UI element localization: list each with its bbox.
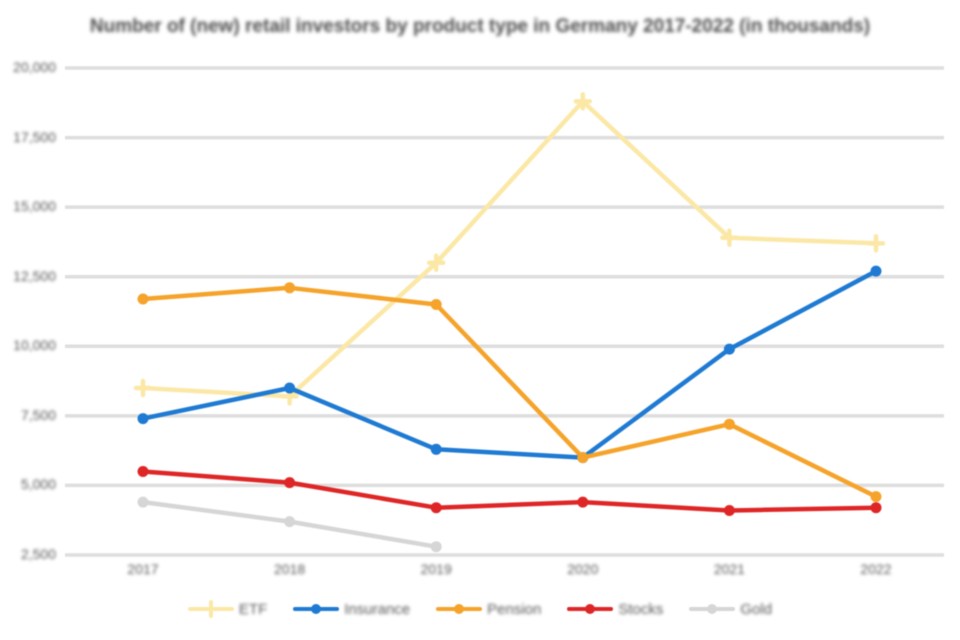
- data-point-pension: [284, 282, 296, 294]
- legend-item-stocks: Stocks: [567, 599, 663, 619]
- y-axis-tick-label: 15,000: [13, 198, 56, 215]
- data-point-gold: [284, 516, 296, 528]
- y-axis-tick-label: 5,000: [20, 476, 56, 493]
- y-axis-tick-label: 10,000: [13, 337, 56, 354]
- data-point-insurance: [870, 265, 882, 277]
- y-axis-tick-label: 12,500: [13, 267, 56, 284]
- x-axis-tick-label: 2017: [127, 561, 159, 577]
- legend-swatch-etf: [187, 600, 234, 618]
- x-axis-tick-label: 2022: [860, 561, 892, 577]
- y-axis-tick-label: 2,500: [20, 546, 56, 562]
- legend-item-etf: ETF: [187, 599, 268, 619]
- data-point-insurance: [284, 382, 296, 394]
- legend: ETF Insurance Pension Stocks Gold: [0, 599, 960, 619]
- series-line-insurance: [140, 268, 879, 460]
- data-point-pension: [577, 452, 589, 464]
- legend-swatch-pension: [436, 604, 483, 614]
- x-axis-tick-label: 2019: [420, 561, 452, 577]
- legend-label-pension: Pension: [487, 600, 542, 618]
- x-axis-tick-label: 2021: [713, 561, 745, 577]
- data-point-stocks: [577, 496, 589, 508]
- legend-label-gold: Gold: [740, 600, 773, 618]
- y-axis-tick-label: 20,000: [13, 59, 56, 75]
- y-axis-tick-label: 7,500: [20, 406, 56, 423]
- data-point-stocks: [137, 466, 149, 477]
- data-point-pension: [723, 418, 735, 430]
- data-point-stocks: [284, 477, 296, 489]
- data-point-stocks: [430, 502, 442, 514]
- legend-item-gold: Gold: [689, 599, 772, 619]
- data-point-pension: [430, 299, 442, 310]
- series-line-pension: [140, 285, 879, 499]
- series-line-etf: [140, 99, 879, 399]
- legend-item-insurance: Insurance: [293, 599, 410, 619]
- data-point-insurance: [137, 413, 149, 425]
- legend-swatch-insurance: [293, 604, 340, 614]
- data-point-pension: [137, 293, 149, 305]
- data-point-stocks: [870, 502, 882, 514]
- x-axis-tick-label: 2020: [567, 561, 599, 577]
- data-point-gold: [137, 496, 149, 508]
- data-point-stocks: [723, 505, 735, 516]
- legend-swatch-gold: [689, 604, 736, 614]
- data-point-insurance: [723, 343, 735, 355]
- legend-label-stocks: Stocks: [618, 600, 664, 618]
- data-point-gold: [430, 541, 442, 553]
- data-point-pension: [870, 491, 882, 503]
- chart-title: Number of (new) retail investors by prod…: [89, 16, 871, 37]
- legend-item-pension: Pension: [436, 599, 541, 619]
- series-line-stocks: [140, 469, 879, 513]
- y-axis-tick-label: 17,500: [13, 128, 56, 145]
- x-axis-tick-label: 2018: [274, 561, 306, 577]
- legend-swatch-stocks: [567, 604, 614, 614]
- legend-label-insurance: Insurance: [344, 600, 411, 618]
- data-point-insurance: [430, 443, 442, 455]
- legend-label-etf: ETF: [238, 600, 268, 618]
